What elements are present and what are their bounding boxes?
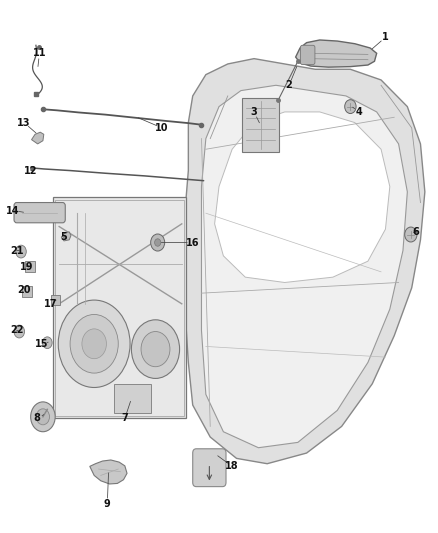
Polygon shape xyxy=(61,232,71,241)
Circle shape xyxy=(131,320,180,378)
Text: 5: 5 xyxy=(60,232,67,242)
Circle shape xyxy=(405,227,417,242)
FancyBboxPatch shape xyxy=(193,449,226,487)
Polygon shape xyxy=(215,112,390,282)
Text: 3: 3 xyxy=(251,107,258,117)
Polygon shape xyxy=(296,40,377,67)
FancyBboxPatch shape xyxy=(114,384,151,413)
Text: 6: 6 xyxy=(413,227,420,237)
Text: 1: 1 xyxy=(382,33,389,42)
Text: 17: 17 xyxy=(44,299,57,309)
Text: 4: 4 xyxy=(356,107,363,117)
FancyBboxPatch shape xyxy=(242,98,279,152)
Text: 9: 9 xyxy=(104,499,111,508)
Circle shape xyxy=(42,337,52,349)
Text: 16: 16 xyxy=(186,238,199,247)
Text: 2: 2 xyxy=(286,80,293,90)
Polygon shape xyxy=(90,460,127,484)
Text: 12: 12 xyxy=(24,166,37,175)
Text: 11: 11 xyxy=(33,49,46,58)
Text: 20: 20 xyxy=(18,286,31,295)
Circle shape xyxy=(36,409,49,425)
Text: 21: 21 xyxy=(10,246,23,255)
Text: 14: 14 xyxy=(7,206,20,215)
FancyBboxPatch shape xyxy=(53,197,186,418)
Text: 18: 18 xyxy=(225,462,239,471)
FancyBboxPatch shape xyxy=(14,203,65,223)
Circle shape xyxy=(70,314,118,373)
Polygon shape xyxy=(201,85,407,448)
Circle shape xyxy=(345,100,356,114)
Polygon shape xyxy=(32,132,44,144)
FancyBboxPatch shape xyxy=(22,286,32,297)
Text: 7: 7 xyxy=(121,414,128,423)
Circle shape xyxy=(155,239,161,246)
FancyBboxPatch shape xyxy=(25,261,35,272)
Circle shape xyxy=(58,300,130,387)
Text: 13: 13 xyxy=(18,118,31,127)
Text: 8: 8 xyxy=(34,414,41,423)
Circle shape xyxy=(16,245,26,258)
Text: 10: 10 xyxy=(155,123,169,133)
Circle shape xyxy=(82,329,106,359)
Circle shape xyxy=(14,325,25,338)
Circle shape xyxy=(31,402,55,432)
Text: 19: 19 xyxy=(20,262,33,271)
Circle shape xyxy=(151,234,165,251)
FancyBboxPatch shape xyxy=(300,45,315,64)
Circle shape xyxy=(141,332,170,367)
Text: 15: 15 xyxy=(35,339,48,349)
FancyBboxPatch shape xyxy=(51,295,60,305)
Text: 22: 22 xyxy=(10,326,23,335)
Polygon shape xyxy=(184,59,425,464)
